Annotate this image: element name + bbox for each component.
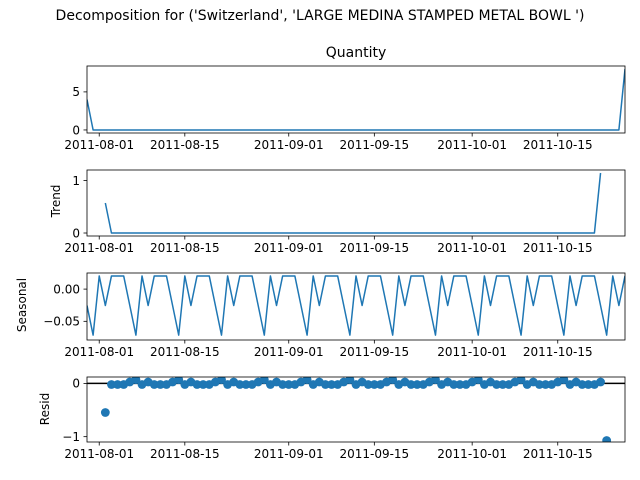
xtick-label: 2011-10-01 (437, 345, 507, 359)
xtick-label: 2011-08-01 (64, 241, 134, 255)
resid-point (602, 436, 612, 442)
xtick-label: 2011-09-15 (339, 241, 409, 255)
ytick-label: 0 (72, 226, 80, 240)
ylabel-seasonal: Seasonal (15, 278, 29, 332)
panel-resid: 0 −1 2011-08-01 2011-08-15 2011-09-01 2011-09… (62, 376, 626, 461)
resid-point (345, 377, 355, 384)
series-line-trend (104, 172, 602, 234)
resid-point (449, 380, 459, 389)
axes-frame-seasonal (86, 272, 626, 341)
xtick-label: 2011-08-15 (150, 138, 220, 152)
resid-point (431, 377, 440, 384)
xtick-label: 2011-10-15 (523, 345, 593, 359)
ytick-label: −1 (62, 430, 80, 444)
resid-point (498, 380, 508, 389)
xtick-label: 2011-09-15 (339, 447, 409, 461)
resid-point (241, 380, 251, 389)
xtick-label: 2011-09-01 (254, 345, 324, 359)
resid-point (235, 380, 245, 389)
resid-point (217, 377, 226, 384)
resid-point (541, 380, 550, 389)
resid-point (559, 377, 569, 384)
ylabel-resid: Resid (38, 393, 52, 425)
resid-point (284, 380, 294, 389)
xtick-label: 2011-10-01 (437, 138, 507, 152)
panel-title-quantity: Quantity (326, 45, 387, 61)
resid-point (278, 380, 288, 389)
xtick-label: 2011-10-01 (437, 447, 507, 461)
ytick-label: 0 (72, 377, 80, 391)
resid-point (327, 380, 336, 389)
resid-point (516, 377, 526, 384)
series-line-seasonal (87, 275, 625, 336)
axes-frame-trend (86, 169, 626, 237)
xtick-label: 2011-10-15 (523, 447, 593, 461)
xtick-label: 2011-09-01 (254, 241, 324, 255)
xtick-label: 2011-10-01 (437, 241, 507, 255)
ytick-label: 5 (72, 85, 80, 99)
figure-suptitle: Decomposition for ('Switzerland', 'LARGE… (56, 8, 585, 24)
resid-point (412, 380, 422, 389)
xtick-label: 2011-10-15 (523, 241, 593, 255)
xtick-label: 2011-08-01 (64, 447, 134, 461)
resid-point (596, 377, 605, 387)
ylabel-trend: Trend (49, 185, 63, 219)
xtick-label: 2011-09-15 (339, 345, 409, 359)
ytick-label: 0 (72, 123, 80, 137)
xtick-label: 2011-09-01 (254, 138, 324, 152)
resid-point (100, 408, 110, 417)
xtick-label: 2011-09-15 (339, 138, 409, 152)
plot-area-seasonal (87, 275, 625, 336)
resid-point (577, 380, 587, 389)
resid-point (107, 380, 116, 389)
xtick-label: 2011-08-15 (150, 345, 220, 359)
panel-seasonal: 0.00 −0.05 2011-08-01 2011-08-15 2011-09-01 2… (43, 272, 626, 359)
panel-trend: 0 1 2011-08-01 2011-08-15 2011-09-01 2011-09-… (64, 169, 626, 255)
resid-point (113, 380, 122, 389)
resid-point (131, 377, 141, 384)
resid-point (174, 377, 184, 384)
ytick-label: −0.05 (43, 315, 80, 329)
xtick-label: 2011-08-15 (150, 447, 220, 461)
xtick-label: 2011-09-01 (254, 447, 324, 461)
axes-frame-observed (86, 65, 626, 134)
ytick-label: 1 (72, 174, 80, 188)
resid-point (363, 380, 373, 389)
resid-point (583, 380, 593, 389)
resid-point (198, 380, 208, 389)
resid-point (149, 380, 159, 389)
resid-point (369, 380, 379, 389)
panel-observed: 0 5 2011-08-01 2011-08-15 2011-09-01 2011-09-… (64, 65, 626, 152)
xtick-label: 2011-08-15 (150, 241, 220, 255)
plot-area-observed (87, 68, 625, 131)
resid-point (492, 380, 502, 389)
resid-point (259, 377, 269, 384)
resid-point (192, 380, 202, 389)
resid-point (455, 380, 465, 389)
ytick-label: 0.00 (53, 282, 80, 296)
panels-layer: 0 5 2011-08-01 2011-08-15 2011-09-01 2011-09-… (43, 65, 626, 461)
xtick-label: 2011-08-01 (64, 345, 134, 359)
resid-point (406, 380, 416, 389)
resid-point (155, 380, 165, 389)
xtick-label: 2011-08-01 (64, 138, 134, 152)
plot-area-trend (104, 172, 602, 234)
axes-frame-resid (86, 376, 626, 443)
resid-point (535, 380, 544, 389)
resid-point (321, 380, 330, 389)
plot-area-resid (87, 377, 625, 442)
series-line-observed (87, 68, 625, 131)
resid-point (473, 377, 483, 384)
resid-point (302, 377, 312, 384)
xtick-label: 2011-10-15 (523, 138, 593, 152)
resid-point (388, 377, 398, 384)
